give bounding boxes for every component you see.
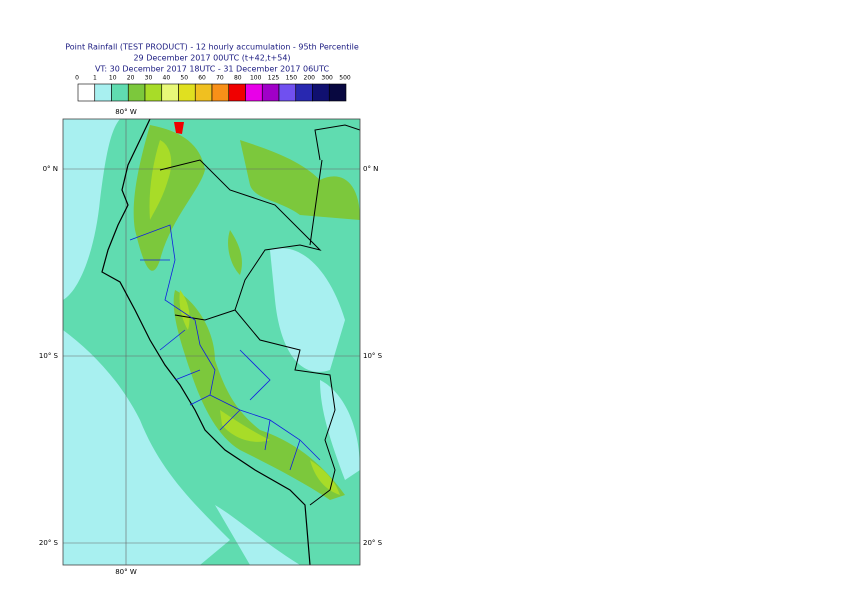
legend-label: 200: [304, 75, 316, 82]
legend-swatch: [194, 83, 213, 102]
region-border: [129, 224, 321, 471]
coastline: [101, 119, 311, 565]
legend-swatch: [77, 83, 96, 102]
lon-label: 80° W: [115, 568, 137, 576]
legend-swatch: [161, 83, 179, 102]
title-line: VT: 30 December 2017 18UTC - 31 December…: [95, 65, 329, 74]
legend-swatch: [228, 83, 246, 102]
legend-label: 1: [93, 75, 97, 82]
legend-swatch: [127, 83, 146, 102]
legend-swatch: [295, 83, 313, 102]
lat-label: 0° N: [43, 165, 58, 173]
header: Point Rainfall (TEST PRODUCT) - 12 hourl…: [65, 43, 359, 74]
peak-rain: [174, 122, 184, 134]
lon-label: 80° W: [115, 108, 137, 116]
legend-label: 40: [163, 75, 171, 82]
legend-swatch: [178, 83, 196, 102]
light-rain: [63, 119, 360, 480]
legend: 0 1 10 20 30 40 50 60 70 80 100 125 150 200 300 500: [75, 75, 351, 102]
legend-swatch: [144, 83, 163, 102]
ocean-light: [63, 119, 300, 565]
legend-swatch: [328, 83, 347, 102]
legend-label: 10: [109, 75, 117, 82]
legend-label: 150: [286, 75, 298, 82]
legend-label: 100: [250, 75, 262, 82]
legend-swatch: [278, 83, 297, 102]
title-line: 29 December 2017 00UTC (t+42,t+54): [133, 54, 290, 63]
legend-label: 70: [216, 75, 224, 82]
legend-swatch: [94, 83, 112, 102]
legend-swatch: [111, 83, 129, 102]
legend-label: 500: [339, 75, 351, 82]
legend-swatch: [312, 83, 330, 102]
legend-label: 50: [180, 75, 188, 82]
lat-label: 0° N: [363, 165, 378, 173]
title-line: Point Rainfall (TEST PRODUCT) - 12 hourl…: [65, 43, 359, 52]
legend-label: 300: [321, 75, 333, 82]
legend-label: 0: [75, 75, 79, 82]
legend-label: 30: [145, 75, 153, 82]
lat-label: 10° S: [363, 352, 383, 360]
lat-label: 20° S: [363, 539, 383, 547]
legend-swatch: [245, 83, 263, 102]
map-frame: [62, 118, 361, 566]
legend-swatch: [211, 83, 230, 102]
legend-label: 60: [198, 75, 206, 82]
legend-swatch: [261, 83, 280, 102]
lat-label: 10° S: [39, 352, 59, 360]
country-border: [159, 124, 360, 506]
map-area: [63, 119, 360, 565]
legend-label: 80: [234, 75, 242, 82]
lat-label: 20° S: [39, 539, 59, 547]
legend-label: 20: [127, 75, 135, 82]
legend-label: 125: [268, 75, 280, 82]
